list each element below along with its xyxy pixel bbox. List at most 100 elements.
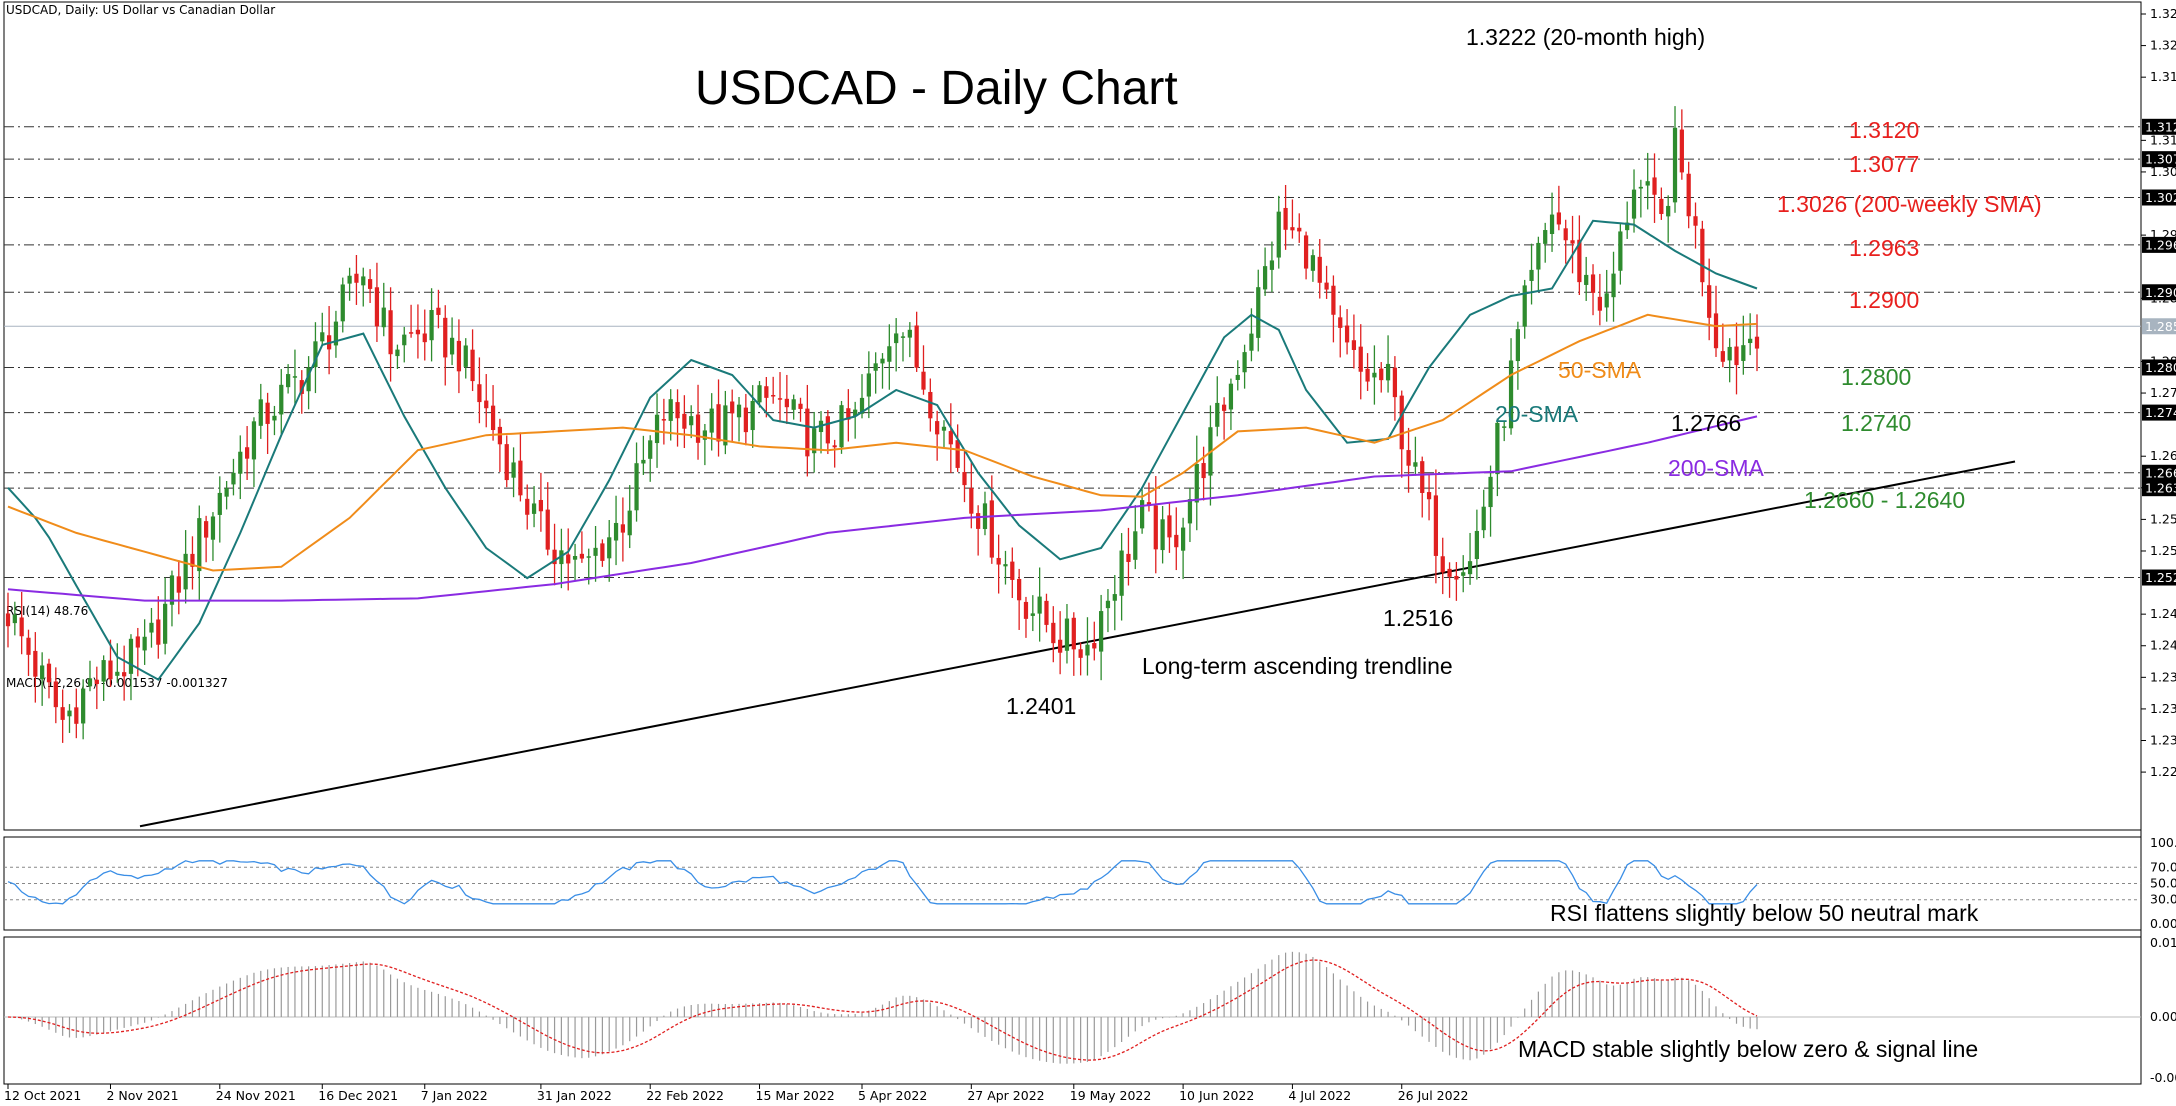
macd-signal-line [7,959,1758,1061]
date-label: 15 Mar 2022 [756,1088,835,1103]
level-price-label: 1.28000 [2145,360,2176,375]
support-1-2800: 1.2800 [1841,364,1911,390]
bull-candle [941,426,947,431]
bull-candle [531,503,537,514]
bull-candle [1037,596,1042,614]
bull-candle [593,547,598,556]
level-price-box [2142,464,2176,481]
bull-candle [40,665,45,680]
bull-candle [163,603,168,644]
bear-candle [743,407,748,433]
bull-candle [1119,550,1124,596]
bull-candle [224,488,229,497]
bear-candle [1379,368,1384,381]
bear-candle [374,287,380,327]
bull-candle [340,284,345,322]
price-tick-label: 1.24300 [2150,638,2176,653]
bull-candle [402,334,407,346]
sma-line-200-sma [7,415,1758,602]
bear-candle [1652,177,1657,195]
level-price-label: 1.28548 [2145,319,2176,334]
bull-candle [272,415,277,421]
bull-candle [1413,462,1418,467]
candles [5,106,1760,743]
price-tick-label: 1.32700 [2150,6,2176,21]
level-price-box [2142,118,2176,135]
bull-candle [1618,231,1623,271]
bear-candle [1071,617,1076,650]
bear-candle [1174,534,1179,548]
bear-candle [805,408,810,457]
bull-candle [128,638,134,674]
level-price-label: 1.30260 [2145,190,2176,205]
bear-candle [1297,227,1302,232]
bull-candle [736,404,742,418]
bear-candle [1720,351,1725,362]
bull-candle [1549,214,1555,235]
bull-candle [880,358,885,364]
bull-candle [1085,644,1090,656]
bear-candle [1556,212,1561,225]
bull-candle [101,660,106,682]
macd-panel: 0.012020 0.000000 -0.009903 [4,935,2176,1085]
bull-candle [1481,506,1486,531]
support-1-2766: 1.2766 [1671,410,1741,436]
price-tick-label: 1.26820 [2150,448,2176,463]
bull-candle [115,671,120,676]
bear-candle [1051,622,1056,644]
level-price-box [2142,236,2176,253]
bull-candle [306,367,311,392]
low-1-2401: 1.2401 [1006,693,1076,719]
date-label: 10 Jun 2022 [1179,1088,1254,1103]
bear-candle [504,444,509,481]
bear-candle [1153,505,1158,550]
bull-candle [149,622,154,633]
bull-candle [757,385,762,403]
date-label: 26 Jul 2022 [1398,1088,1469,1103]
level-lines [4,126,2141,579]
date-label: 27 Apr 2022 [967,1088,1044,1103]
level-price-label: 1.30772 [2145,152,2176,167]
rsi-line [7,860,1758,905]
low-1-2516: 1.2516 [1383,605,1453,631]
bull-candle [1672,127,1678,203]
bear-candle [955,440,960,468]
bull-candle [1522,285,1527,327]
bear-candle [1283,207,1288,230]
main-chart-header: USDCAD, Daily: US Dollar vs Canadian Dol… [6,3,276,17]
level-price-label: 1.27400 [2145,405,2176,420]
rsi-header: RSI(14) 48.76 [6,604,89,618]
bull-candle [395,349,400,357]
bull-candle [586,556,591,558]
support-zone-1-2660-1-2640: 1.2660 - 1.2640 [1804,487,1965,513]
price-tick-label: 1.22620 [2150,764,2176,779]
bear-candle [415,329,421,335]
level-price-label: 1.31200 [2145,119,2176,134]
bull-candle [169,575,175,605]
bull-candle [429,310,434,341]
bear-candle [1201,463,1206,479]
bear-candle [600,543,605,561]
bull-candle [217,492,222,515]
bear-candle [135,636,140,648]
bull-candle [1727,346,1732,361]
level-price-box [2142,480,2176,497]
bull-candle [812,428,817,454]
level-price-box [2142,359,2176,376]
bull-candle [463,345,468,367]
bull-candle [900,336,906,338]
macd-tick-label: 0.000000 [2150,1009,2176,1024]
bull-candle [1276,211,1281,258]
bull-candle [1372,372,1377,378]
bull-candle [238,451,243,474]
bear-candle [26,637,31,655]
bull-candle [1112,594,1117,601]
price-tick-label: 1.25560 [2150,543,2176,558]
bull-candle [67,710,72,717]
bear-candle [367,279,373,289]
date-label: 16 Dec 2021 [318,1088,398,1103]
level-price-label: 1.25207 [2145,570,2176,585]
bear-candle [566,554,571,564]
bear-candle [716,404,721,442]
resistance-1-2963: 1.2963 [1849,235,1919,261]
